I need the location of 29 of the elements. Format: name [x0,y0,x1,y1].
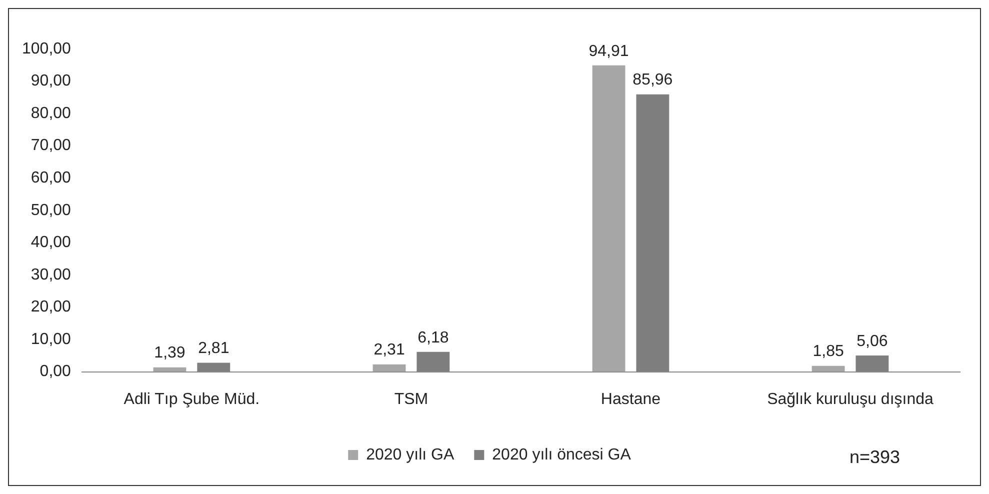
bar [372,364,406,372]
bar [812,366,845,372]
x-tick-label: Sağlık kuruluşu dışında [767,390,934,408]
x-tick-label: TSM [394,390,428,408]
y-tick-label: 10,00 [30,330,72,348]
data-label: 1,85 [812,343,844,360]
y-tick-label: 100,00 [22,40,72,58]
y-tick-label: 50,00 [30,202,72,219]
y-tick-label: 0,00 [40,363,72,380]
legend-label: 2020 yılı GA [366,446,454,464]
y-tick-label: 90,00 [30,72,72,90]
y-tick-label: 80,00 [30,104,72,122]
data-label: 2,81 [198,340,230,358]
data-label: 94,91 [588,42,629,60]
y-tick-label: 20,00 [30,298,72,316]
legend-label: 2020 yılı öncesi GA [492,446,632,464]
x-tick-label: Hastane [600,390,661,408]
y-tick-label: 40,00 [30,234,72,252]
y-tick-label: 60,00 [30,170,72,187]
y-tick-label: 30,00 [30,266,72,284]
y-tick-label: 70,00 [30,137,72,154]
data-label: 1,39 [154,344,186,362]
bar [592,65,626,372]
data-label: 6,18 [418,329,449,346]
data-label: 85,96 [632,72,673,89]
data-label: 2,31 [374,342,405,359]
data-label: 5,06 [856,332,888,350]
text: n=393 [849,446,900,467]
x-tick-label: Adli Tıp Şube Müd. [124,390,260,408]
